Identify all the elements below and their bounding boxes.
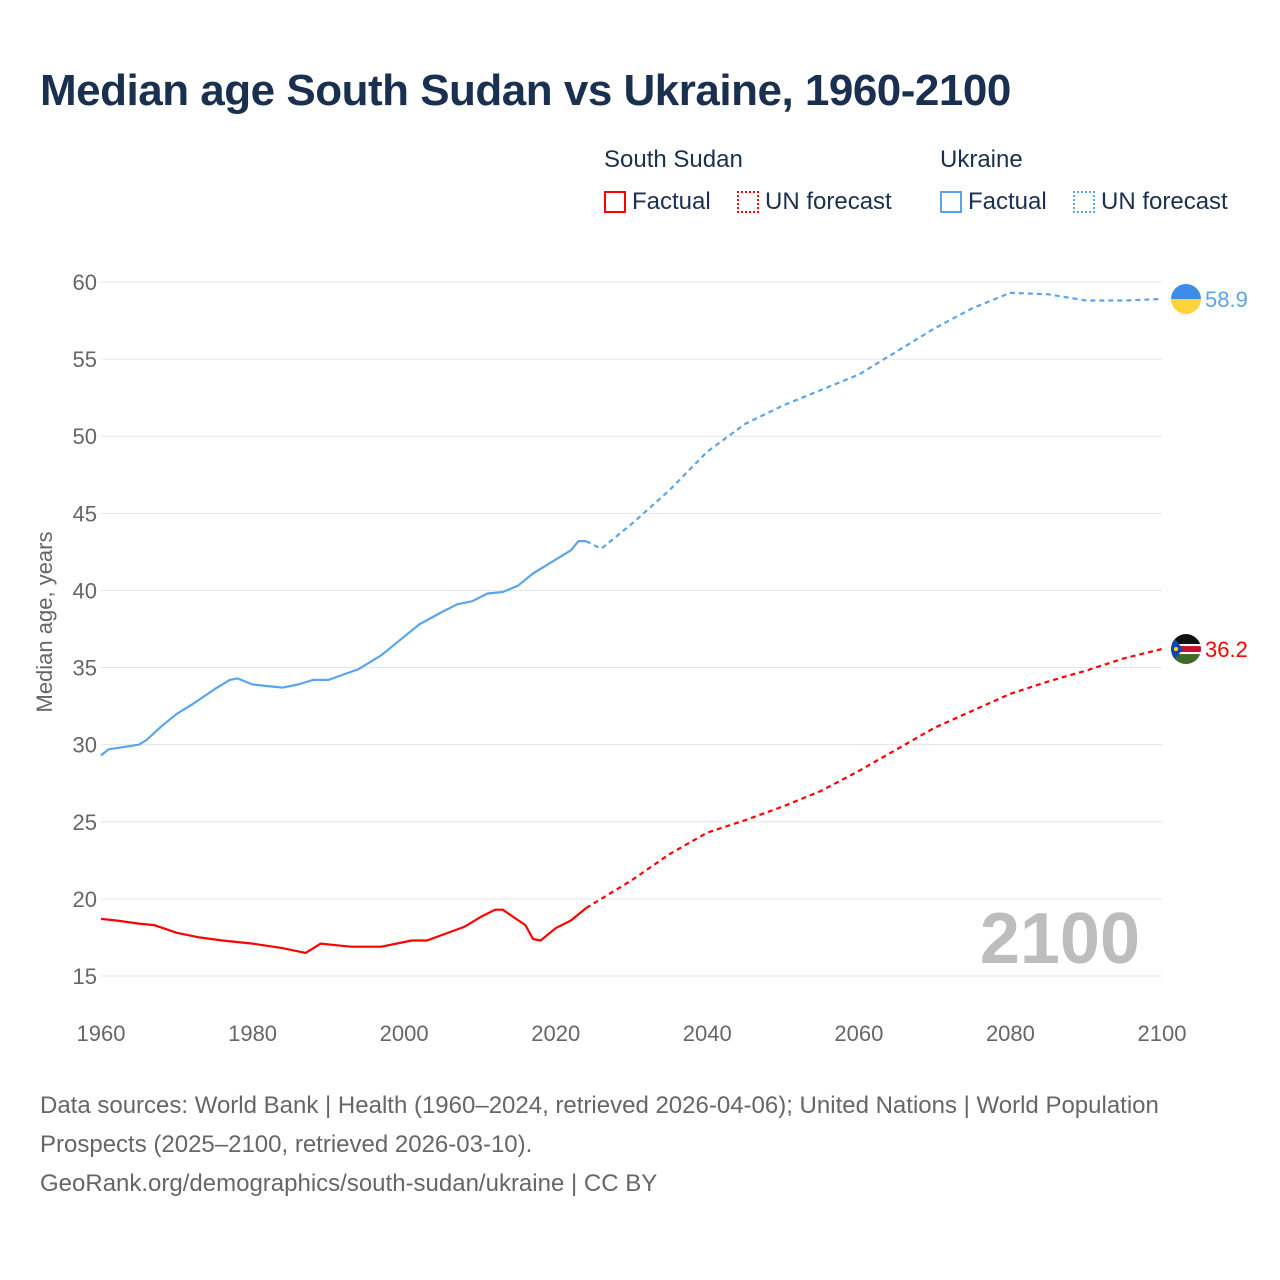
south-sudan-factual-line	[100, 907, 587, 954]
y-tick-label: 15	[73, 964, 97, 989]
legend-label: UN forecast	[765, 188, 892, 215]
y-tick-label: 50	[73, 424, 97, 449]
legend-ukraine-forecast[interactable]: UN forecast	[1073, 188, 1228, 216]
south-sudan-forecast-line	[585, 647, 1163, 910]
ukraine-forecast-line	[585, 291, 1163, 550]
end-value-label: 58.9	[1205, 287, 1248, 312]
legend-group-south-sudan: South Sudan	[604, 146, 743, 173]
legend-label: Factual	[632, 188, 711, 215]
footer-credit[interactable]: GeoRank.org/demographics/south-sudan/ukr…	[40, 1170, 658, 1197]
x-tick-label: 2060	[834, 1021, 883, 1046]
y-tick-label: 40	[73, 578, 97, 603]
legend-group-ukraine: Ukraine	[940, 146, 1023, 173]
flag-top	[1171, 283, 1201, 299]
y-tick-label: 20	[73, 887, 97, 912]
footer: Data sources: World Bank | Health (1960–…	[40, 1086, 1220, 1203]
legend-swatch-dotted	[737, 191, 759, 213]
flag-star	[1174, 647, 1178, 652]
legend-swatch-solid	[604, 191, 626, 213]
x-tick-label: 1960	[77, 1021, 126, 1046]
y-tick-label: 55	[73, 347, 97, 372]
flag-bottom	[1171, 298, 1201, 314]
chart-title: Median age South Sudan vs Ukraine, 1960-…	[40, 66, 1011, 115]
legend-south-sudan-factual[interactable]: Factual	[604, 188, 711, 216]
flag-stripe	[1171, 654, 1201, 665]
footer-sources: Data sources: World Bank | Health (1960–…	[40, 1092, 1159, 1158]
y-tick-label: 45	[73, 501, 97, 526]
legend-swatch-solid	[940, 191, 962, 213]
x-tick-label: 2100	[1138, 1021, 1187, 1046]
legend-label: UN forecast	[1101, 188, 1228, 215]
flag-icon-ukraine	[1171, 283, 1201, 314]
legend-south-sudan-forecast[interactable]: UN forecast	[737, 188, 892, 216]
x-tick-label: 1980	[228, 1021, 277, 1046]
y-tick-label: 30	[73, 733, 97, 758]
x-tick-label: 2080	[986, 1021, 1035, 1046]
y-tick-label: 60	[73, 270, 97, 295]
legend-swatch-dotted	[1073, 191, 1095, 213]
end-value-label: 36.2	[1205, 637, 1248, 662]
legend-label: Factual	[968, 188, 1047, 215]
x-tick-label: 2020	[531, 1021, 580, 1046]
x-tick-label: 2000	[380, 1021, 429, 1046]
ukraine-factual-line	[100, 540, 586, 757]
y-tick-label: 35	[73, 656, 97, 681]
flag-stripe	[1171, 634, 1201, 645]
year-watermark: 2100	[980, 899, 1140, 979]
x-tick-label: 2040	[683, 1021, 732, 1046]
flag-stripe	[1171, 646, 1201, 653]
y-axis-label: Median age, years	[32, 532, 57, 713]
y-tick-label: 25	[73, 810, 97, 835]
flag-body	[1171, 634, 1201, 665]
legend-ukraine-factual[interactable]: Factual	[940, 188, 1047, 216]
flag-icon-south-sudan	[1171, 634, 1201, 665]
